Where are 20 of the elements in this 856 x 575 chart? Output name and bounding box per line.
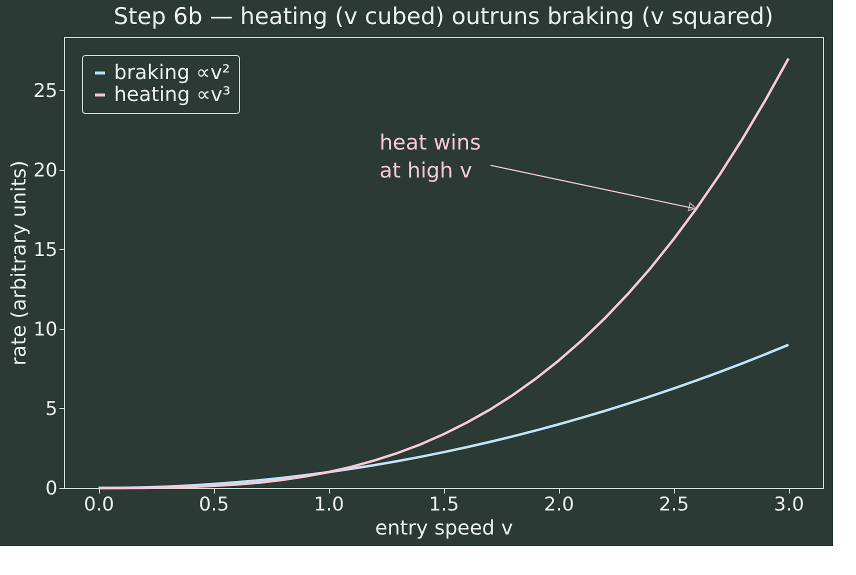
y-tick-label: 0: [45, 478, 58, 500]
legend-label: braking ∝v²: [114, 60, 230, 84]
y-tick-label: 10: [33, 318, 58, 340]
y-tick-label: 25: [33, 80, 58, 102]
y-axis-title: rate (arbitrary units): [6, 160, 30, 366]
x-axis-title: entry speed v: [375, 516, 514, 540]
x-tick-label: 0.0: [84, 494, 114, 516]
chart-title: Step 6b — heating (v cubed) outruns braking (v squared): [114, 4, 774, 30]
annotation: heat wins at high v: [380, 130, 481, 182]
y-tick-label: 15: [33, 238, 58, 261]
x-tick-label: 3.0: [774, 494, 804, 516]
legend-label: heating ∝v³: [114, 82, 231, 106]
y-tick-label: 5: [45, 398, 58, 420]
line-series: [97, 57, 790, 490]
x-tick-label: 2.5: [658, 494, 690, 516]
x-tick-label: 0.5: [198, 494, 230, 516]
x-tick-label: 2.0: [544, 494, 574, 516]
x-tick-label: 1.0: [314, 494, 344, 516]
y-tick-label: 20: [33, 159, 58, 182]
x-tick-label: 1.5: [428, 494, 460, 516]
